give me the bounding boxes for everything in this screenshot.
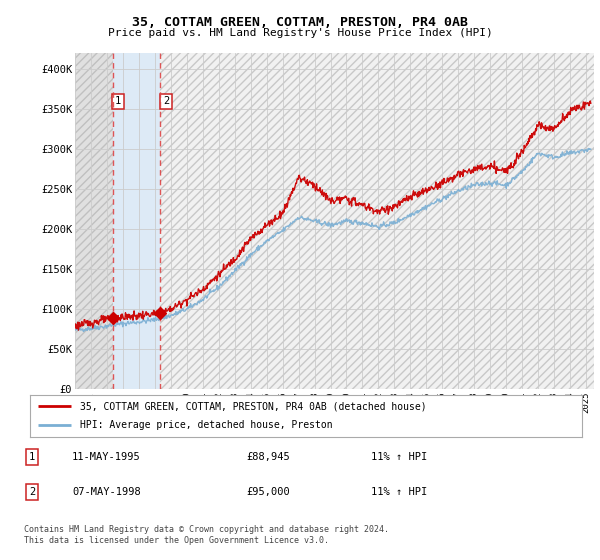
Bar xyxy=(75,53,113,389)
Bar xyxy=(160,53,594,389)
Text: 11% ↑ HPI: 11% ↑ HPI xyxy=(371,487,428,497)
Text: £95,000: £95,000 xyxy=(246,487,290,497)
Text: 2: 2 xyxy=(163,96,169,106)
Bar xyxy=(113,53,160,389)
Text: HPI: Average price, detached house, Preston: HPI: Average price, detached house, Pres… xyxy=(80,421,332,431)
Text: 11-MAY-1995: 11-MAY-1995 xyxy=(72,452,141,462)
Text: £88,945: £88,945 xyxy=(246,452,290,462)
Text: 2: 2 xyxy=(29,487,35,497)
Bar xyxy=(75,53,113,389)
Text: 07-MAY-1998: 07-MAY-1998 xyxy=(72,487,141,497)
Text: 1: 1 xyxy=(115,96,121,106)
Text: Contains HM Land Registry data © Crown copyright and database right 2024.
This d: Contains HM Land Registry data © Crown c… xyxy=(24,525,389,545)
Text: 35, COTTAM GREEN, COTTAM, PRESTON, PR4 0AB: 35, COTTAM GREEN, COTTAM, PRESTON, PR4 0… xyxy=(132,16,468,29)
Text: Price paid vs. HM Land Registry's House Price Index (HPI): Price paid vs. HM Land Registry's House … xyxy=(107,28,493,38)
Text: 1: 1 xyxy=(29,452,35,462)
Text: 35, COTTAM GREEN, COTTAM, PRESTON, PR4 0AB (detached house): 35, COTTAM GREEN, COTTAM, PRESTON, PR4 0… xyxy=(80,401,427,411)
Text: 11% ↑ HPI: 11% ↑ HPI xyxy=(371,452,428,462)
Bar xyxy=(160,53,594,389)
